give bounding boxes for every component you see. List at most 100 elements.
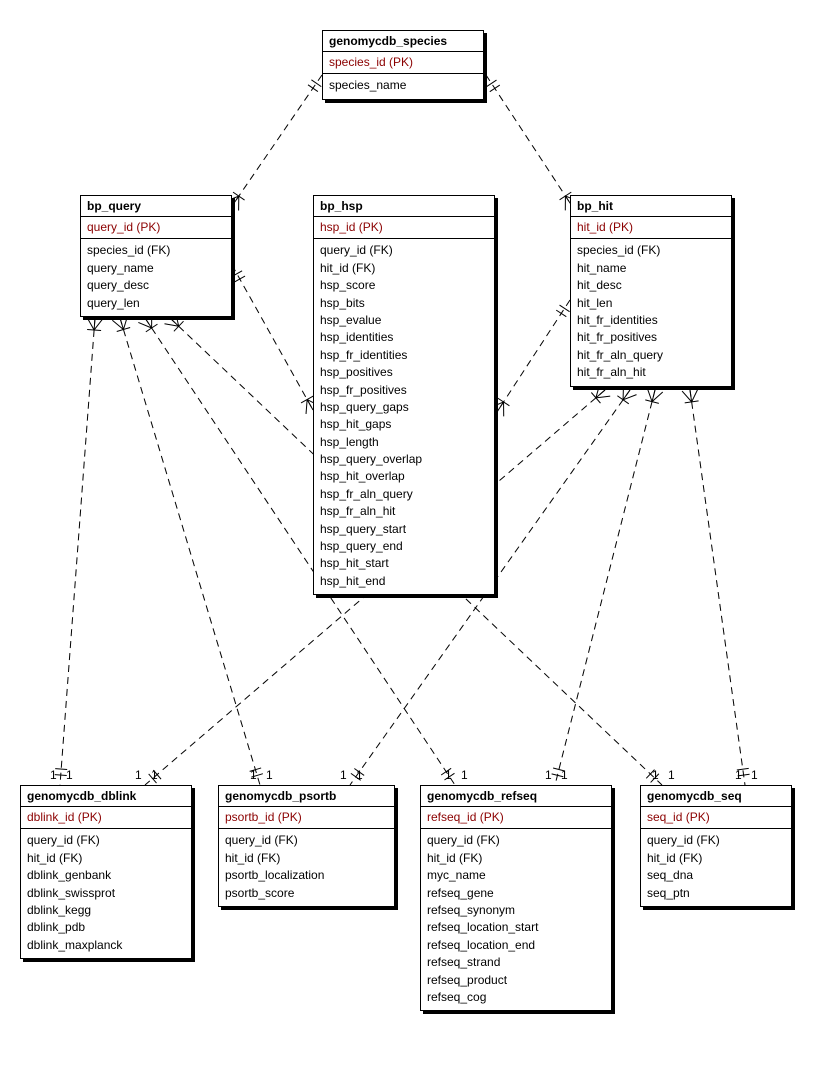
entity-field: hsp_length: [320, 434, 488, 451]
svg-text:1: 1: [461, 768, 468, 782]
entity-field: dblink_kegg: [27, 902, 185, 919]
svg-text:1: 1: [66, 768, 73, 782]
entity-title: bp_hsp: [314, 196, 494, 217]
entity-field: hit_fr_aln_query: [577, 347, 725, 364]
entity-field: seq_dna: [647, 867, 785, 884]
svg-text:1: 1: [668, 768, 675, 782]
entity-bp_query: bp_queryquery_id (PK)species_id (FK)quer…: [80, 195, 232, 317]
entity-field: hit_fr_identities: [577, 312, 725, 329]
entity-field: hit_desc: [577, 277, 725, 294]
entity-fields: seq_id (PK)query_id (FK)hit_id (FK)seq_d…: [641, 807, 791, 906]
entity-title: genomycdb_refseq: [421, 786, 611, 807]
entity-genomycdb_refseq: genomycdb_refseq refseq_id (PK) query_id (…: [420, 785, 612, 1011]
entity-genomycdb_psortb: genomycdb_psortb psortb_id (PK) query_id (…: [218, 785, 395, 907]
svg-text:1: 1: [135, 768, 142, 782]
entity-field: dblink_id (PK): [27, 809, 185, 826]
entity-separator: [21, 828, 191, 829]
entity-title: bp_hit: [571, 196, 731, 217]
entity-fields: refseq_id (PK) query_id (FK)hit_id (FK)my…: [421, 807, 611, 1010]
entity-title: genomycdb_psortb: [219, 786, 394, 807]
entity-fields: hit_id (PK)species_id (FK)hit_namehit_de…: [571, 217, 731, 386]
svg-text:1: 1: [652, 768, 659, 782]
entity-bp_hsp: bp_hsp hsp_id (PK) query_id (FK)hit_id (FK…: [313, 195, 495, 595]
svg-text:1: 1: [751, 768, 758, 782]
svg-text:1: 1: [151, 768, 158, 782]
entity-fields: hsp_id (PK) query_id (FK)hit_id (FK)hsp_s…: [314, 217, 494, 594]
entity-field: species_id (FK): [87, 242, 225, 259]
entity-field: hsp_hit_gaps: [320, 416, 488, 433]
entity-field: query_id (FK): [427, 832, 605, 849]
entity-field: hsp_fr_positives: [320, 382, 488, 399]
entity-field: refseq_product: [427, 972, 605, 989]
entity-field: query_desc: [87, 277, 225, 294]
entity-field: query_name: [87, 260, 225, 277]
entity-field: psortb_score: [225, 885, 388, 902]
entity-field: seq_ptn: [647, 885, 785, 902]
entity-separator: [81, 238, 231, 239]
entity-field: hsp_evalue: [320, 312, 488, 329]
entity-field: seq_id (PK): [647, 809, 785, 826]
entity-field: psortb_id (PK): [225, 809, 388, 826]
entity-separator: [219, 828, 394, 829]
svg-text:1: 1: [266, 768, 273, 782]
entity-field: hit_id (FK): [27, 850, 185, 867]
entity-separator: [641, 828, 791, 829]
entity-field: refseq_id (PK): [427, 809, 605, 826]
entity-field: species_id (PK): [329, 54, 477, 71]
entity-field: hsp_positives: [320, 364, 488, 381]
entity-field: hsp_id (PK): [320, 219, 488, 236]
entity-field: species_name: [329, 77, 477, 94]
entity-field: hit_id (FK): [427, 850, 605, 867]
entity-field: hsp_query_overlap: [320, 451, 488, 468]
svg-text:1: 1: [545, 768, 552, 782]
entity-field: hit_fr_aln_hit: [577, 364, 725, 381]
entity-field: dblink_swissprot: [27, 885, 185, 902]
entity-field: psortb_localization: [225, 867, 388, 884]
entity-field: refseq_location_end: [427, 937, 605, 954]
svg-text:1: 1: [735, 768, 742, 782]
entity-field: hsp_fr_aln_hit: [320, 503, 488, 520]
entity-field: hsp_bits: [320, 295, 488, 312]
entity-title: genomycdb_seq: [641, 786, 791, 807]
entity-field: hsp_hit_end: [320, 573, 488, 590]
entity-field: hit_name: [577, 260, 725, 277]
svg-text:1: 1: [356, 768, 363, 782]
entity-field: query_id (FK): [225, 832, 388, 849]
entity-field: hsp_query_start: [320, 521, 488, 538]
entity-field: hsp_fr_identities: [320, 347, 488, 364]
entity-field: query_id (FK): [320, 242, 488, 259]
entity-field: refseq_gene: [427, 885, 605, 902]
svg-text:1: 1: [561, 768, 568, 782]
entity-title: bp_query: [81, 196, 231, 217]
entity-field: hit_id (FK): [320, 260, 488, 277]
entity-field: hit_id (FK): [647, 850, 785, 867]
entity-genomycdb_dblink: genomycdb_dblink dblink_id (PK) query_id (…: [20, 785, 192, 959]
entity-field: hsp_identities: [320, 329, 488, 346]
entity-fields: dblink_id (PK) query_id (FK)hit_id (FK) db…: [21, 807, 191, 958]
entity-field: hsp_hit_start: [320, 555, 488, 572]
entity-bp_hit: bp_hithit_id (PK)species_id (FK)hit_name…: [570, 195, 732, 387]
entity-title: genomycdb_dblink: [21, 786, 191, 807]
entity-field: query_id (FK): [27, 832, 185, 849]
entity-field: query_id (PK): [87, 219, 225, 236]
entity-field: hit_id (PK): [577, 219, 725, 236]
svg-text:1: 1: [50, 768, 57, 782]
entity-field: refseq_cog: [427, 989, 605, 1006]
entity-field: hsp_score: [320, 277, 488, 294]
entity-field: refseq_strand: [427, 954, 605, 971]
entity-title: genomycdb_species: [323, 31, 483, 52]
entity-fields: query_id (PK) species_id (FK)query_namequ…: [81, 217, 231, 316]
entity-field: refseq_location_start: [427, 919, 605, 936]
entity-separator: [571, 238, 731, 239]
entity-field: hit_id (FK): [225, 850, 388, 867]
entity-field: dblink_pdb: [27, 919, 185, 936]
entity-separator: [421, 828, 611, 829]
entity-field: refseq_synonym: [427, 902, 605, 919]
svg-text:1: 1: [250, 768, 257, 782]
entity-field: hsp_fr_aln_query: [320, 486, 488, 503]
entity-field: myc_name: [427, 867, 605, 884]
entity-separator: [314, 238, 494, 239]
entity-field: hsp_query_end: [320, 538, 488, 555]
entity-fields: psortb_id (PK)query_id (FK)hit_id (FK)ps…: [219, 807, 394, 906]
svg-text:1: 1: [340, 768, 347, 782]
